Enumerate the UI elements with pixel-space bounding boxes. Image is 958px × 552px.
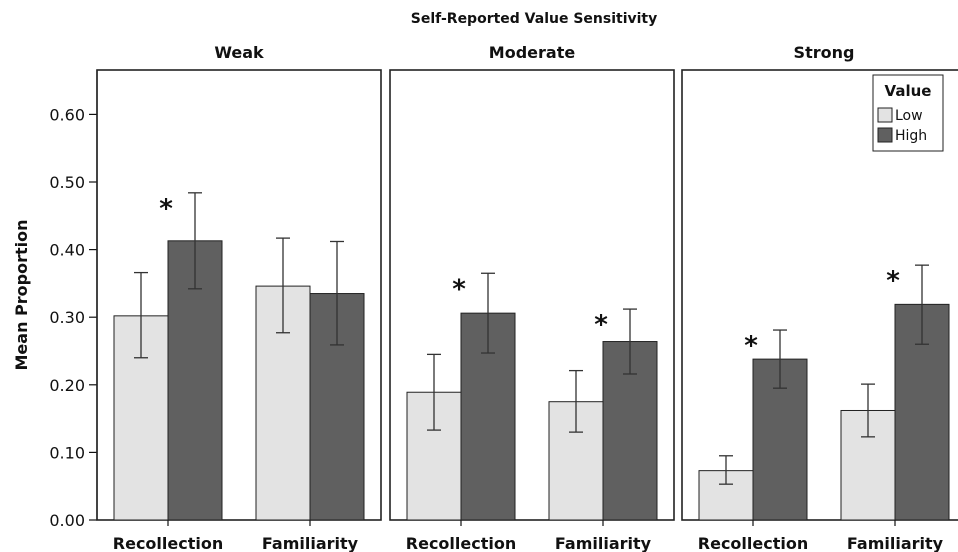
y-tick-label: 0.10 xyxy=(49,443,85,462)
significance-star: * xyxy=(886,266,900,296)
legend: Value Low High xyxy=(872,74,944,152)
legend-label-high: High xyxy=(895,128,927,144)
y-tick-label: 0.20 xyxy=(49,376,85,395)
y-axis: 0.00 0.10 0.20 0.30 0.40 0.50 0.60 xyxy=(49,70,98,530)
panel-title: Weak xyxy=(214,43,264,62)
legend-label-low: Low xyxy=(895,108,923,124)
panel-strong: Strong Recollection * Familiarity * xyxy=(681,43,958,552)
panel-title: Strong xyxy=(794,43,855,62)
x-tick-label: Recollection xyxy=(406,534,516,552)
panel-frame xyxy=(96,69,382,521)
y-tick-label: 0.40 xyxy=(49,241,85,260)
significance-star: * xyxy=(159,194,173,224)
significance-star: * xyxy=(744,331,758,361)
y-tick-label: 0.00 xyxy=(49,511,85,530)
panel-weak: Weak Recollection * Familiarity xyxy=(96,43,382,552)
y-tick-label: 0.60 xyxy=(49,105,85,124)
panel-frame xyxy=(681,69,958,521)
panel-frame xyxy=(389,69,675,521)
legend-title: Value xyxy=(885,82,932,100)
legend-swatch-low xyxy=(877,107,893,123)
y-tick-label: 0.50 xyxy=(49,173,85,192)
legend-swatch-high xyxy=(877,127,893,143)
panels: Weak Recollection * Familiarity Moderate Reco… xyxy=(96,43,958,552)
panel-moderate: Moderate Recollection * Familiarity * xyxy=(389,43,675,552)
y-tick-label: 0.30 xyxy=(49,308,85,327)
x-tick-label: Recollection xyxy=(113,534,223,552)
x-tick-label: Familiarity xyxy=(262,534,359,552)
significance-star: * xyxy=(452,274,466,304)
chart-title: Self-Reported Value Sensitivity xyxy=(411,11,658,27)
x-tick-label: Familiarity xyxy=(555,534,652,552)
x-tick-label: Familiarity xyxy=(847,534,944,552)
panel-title: Moderate xyxy=(489,43,576,62)
y-axis-label: Mean Proportion xyxy=(12,220,31,371)
significance-star: * xyxy=(594,310,608,340)
x-tick-label: Recollection xyxy=(698,534,808,552)
